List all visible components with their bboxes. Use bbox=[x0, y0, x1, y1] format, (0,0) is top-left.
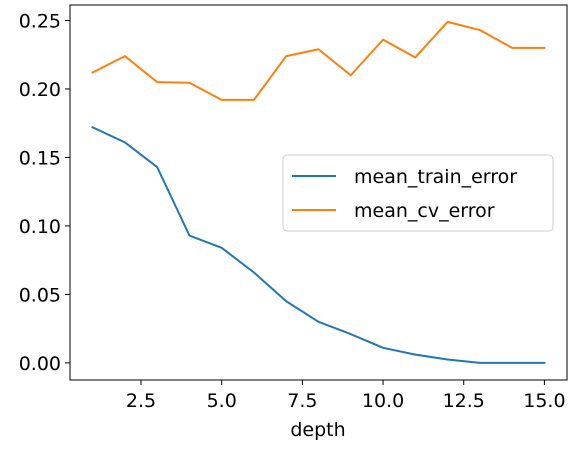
x-tick-label: 2.5 bbox=[126, 390, 156, 412]
series-line-mean-cv-error bbox=[91, 20, 546, 101]
legend-box bbox=[282, 154, 554, 232]
x-tick-label: 12.5 bbox=[443, 390, 485, 412]
legend: mean_train_error mean_cv_error bbox=[282, 154, 554, 232]
y-axis: 0.00 0.05 0.10 0.15 0.20 0.25 bbox=[19, 10, 70, 375]
x-tick-label: 15.0 bbox=[523, 390, 565, 412]
plot-frame bbox=[69, 4, 568, 381]
y-tick-label: 0.00 bbox=[19, 353, 61, 375]
series-layer bbox=[91, 20, 546, 364]
y-tick-label: 0.05 bbox=[19, 284, 61, 306]
x-tick-label: 10.0 bbox=[362, 390, 404, 412]
x-axis-title: depth bbox=[290, 419, 345, 441]
y-tick-label: 0.15 bbox=[19, 147, 61, 169]
series-line-mean-train-error bbox=[91, 125, 546, 364]
x-axis: 2.5 5.0 7.5 10.0 12.5 15.0 bbox=[126, 380, 566, 412]
legend-label-mean-cv-error: mean_cv_error bbox=[354, 200, 495, 222]
x-tick-label: 5.0 bbox=[207, 390, 237, 412]
legend-label-mean-train-error: mean_train_error bbox=[354, 166, 517, 188]
y-tick-label: 0.20 bbox=[19, 79, 61, 101]
x-tick-label: 7.5 bbox=[287, 390, 317, 412]
y-tick-label: 0.25 bbox=[19, 10, 61, 32]
y-tick-label: 0.10 bbox=[19, 216, 61, 238]
